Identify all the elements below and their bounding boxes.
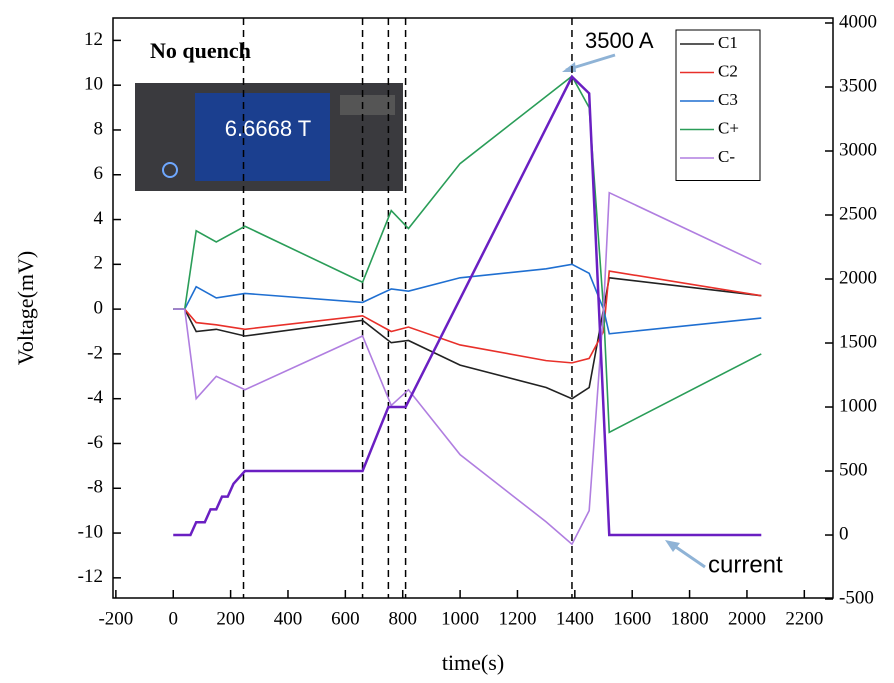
inset-screen	[195, 93, 330, 181]
legend-label: C1	[718, 33, 738, 52]
arrow-head	[562, 62, 576, 72]
x-tick-label: 0	[168, 608, 178, 629]
y-tick-label: -10	[78, 521, 103, 542]
legend-box	[675, 29, 761, 181]
inset-label	[340, 95, 395, 115]
y-tick-label: 10	[84, 74, 103, 95]
x-tick-label: 1800	[671, 608, 709, 629]
x-tick-label: 1200	[498, 608, 536, 629]
arrow-head	[665, 540, 680, 552]
y-tick-label: -4	[87, 387, 103, 408]
series-line	[173, 263, 762, 335]
y2-tick-label: 0	[839, 523, 849, 544]
x-tick-label: 600	[331, 608, 360, 629]
y-tick-label: 0	[94, 297, 104, 318]
y-tick-label: -8	[87, 477, 103, 498]
y2-tick-label: 2000	[839, 267, 877, 288]
y-tick-label: -2	[87, 342, 103, 363]
inset-button	[162, 162, 178, 178]
x-tick-label: 1600	[613, 608, 651, 629]
y2-tick-label: 1000	[839, 395, 877, 416]
x-tick-label: 200	[216, 608, 245, 629]
current-label: current	[708, 551, 783, 578]
series-line	[173, 74, 762, 537]
x-tick-label: 400	[274, 608, 303, 629]
series-line	[173, 276, 762, 400]
y2-tick-label: 1500	[839, 331, 877, 352]
y2-tick-label: -500	[839, 587, 874, 608]
y2-tick-label: 3000	[839, 139, 877, 160]
annotation: 3500 A	[585, 28, 654, 53]
legend-label: C+	[718, 118, 739, 137]
y-tick-label: 4	[94, 208, 104, 229]
y-tick-label: 6	[94, 163, 104, 184]
legend-label: C2	[718, 61, 738, 80]
legend-label: C3	[718, 90, 738, 109]
y-axis-label: Voltage(mV)	[13, 251, 38, 365]
y-tick-label: 8	[94, 118, 104, 139]
x-tick-label: 1000	[441, 608, 479, 629]
y2-tick-label: 2500	[839, 203, 877, 224]
x-tick-label: 800	[388, 608, 417, 629]
annotation: No quench	[150, 38, 251, 63]
x-axis-label: time(s)	[442, 650, 504, 675]
x-tick-label: 2000	[728, 608, 766, 629]
series-line	[173, 270, 762, 364]
series-line	[173, 75, 762, 434]
x-tick-label: -200	[98, 608, 133, 629]
inset-photo	[135, 83, 403, 191]
inset-text: 6.6668 T	[225, 116, 311, 141]
y2-tick-label: 4000	[839, 11, 877, 32]
y-tick-label: -6	[87, 432, 103, 453]
series-line	[173, 191, 762, 546]
x-tick-label: 2200	[785, 608, 823, 629]
y-tick-label: 2	[94, 253, 104, 274]
plot-frame	[112, 17, 834, 599]
x-tick-label: 1400	[556, 608, 594, 629]
y-tick-label: 12	[84, 29, 103, 50]
y2-tick-label: 500	[839, 459, 868, 480]
y-tick-label: -12	[78, 566, 103, 587]
y2-tick-label: 3500	[839, 75, 877, 96]
legend-label: C-	[718, 147, 735, 166]
